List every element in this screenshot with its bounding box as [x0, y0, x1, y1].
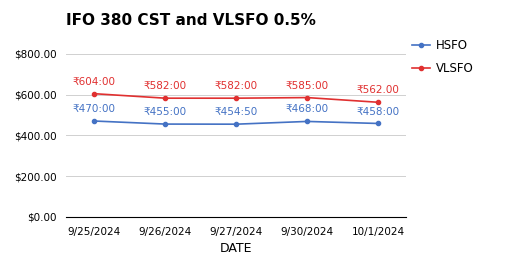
HSFO — [375, 122, 381, 125]
X-axis label: DATE: DATE — [220, 242, 252, 255]
Text: ₹454:50: ₹454:50 — [214, 107, 258, 117]
Text: ₹468:00: ₹468:00 — [285, 105, 329, 115]
Text: ₹458:00: ₹458:00 — [357, 106, 400, 116]
Line: VLSFO: VLSFO — [92, 92, 380, 104]
Text: ₹582:00: ₹582:00 — [215, 81, 258, 91]
Text: ₹604:00: ₹604:00 — [73, 77, 116, 87]
HSFO — [233, 123, 239, 126]
Text: IFO 380 CST and VLSFO 0.5%: IFO 380 CST and VLSFO 0.5% — [66, 13, 316, 28]
Text: ₹455:00: ₹455:00 — [144, 107, 187, 117]
Text: ₹585:00: ₹585:00 — [285, 81, 329, 91]
HSFO — [304, 120, 310, 123]
Line: HSFO: HSFO — [92, 119, 380, 126]
Legend: HSFO, VLSFO: HSFO, VLSFO — [412, 39, 473, 75]
HSFO — [162, 122, 168, 126]
VLSFO — [233, 96, 239, 100]
VLSFO — [162, 96, 168, 100]
Text: ₹470:00: ₹470:00 — [73, 104, 116, 114]
HSFO — [91, 119, 98, 123]
VLSFO — [304, 96, 310, 99]
Text: ₹562.00: ₹562.00 — [357, 85, 399, 95]
VLSFO — [91, 92, 98, 95]
VLSFO — [375, 101, 381, 104]
Text: ₹582:00: ₹582:00 — [144, 81, 187, 91]
